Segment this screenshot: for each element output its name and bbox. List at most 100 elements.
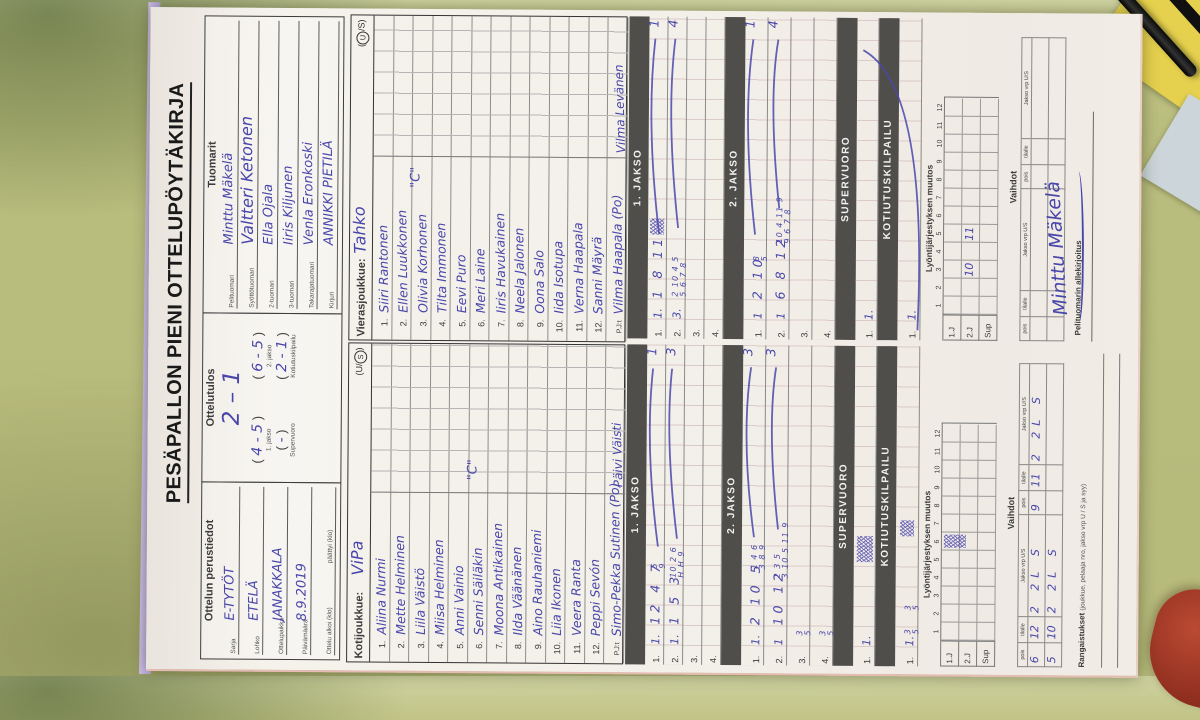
perustiedot-header: Ottelun perustiedot [203, 519, 217, 622]
muutos-col-number: 6 [933, 539, 941, 544]
roster-home-table: Kotijoukkue: ViPa (U/S) 1. Aliina Nurmi 2. Met… [346, 342, 626, 665]
section-bar: 2. JAKSO [721, 345, 744, 666]
vaihdot-col-label: Jakso vrp U/S [1020, 37, 1033, 140]
tuomari-row: Kirjuri ANNIKKI PIETILÄ [317, 21, 340, 310]
sub-number-handwritten: 1. [749, 634, 763, 646]
player-name-handwritten: Mette Helminen [391, 534, 409, 635]
row-number: 1. [907, 330, 918, 339]
roster-row: 3. Olivia Korhonen "C" [408, 15, 434, 340]
muutos-cell [977, 604, 996, 623]
field-label: Takarajatuomari [308, 261, 316, 309]
vaihdot-col-label: Jakso vrp U/S [1018, 363, 1031, 466]
us-circled-letter: S [354, 350, 368, 364]
us-columns [507, 344, 529, 494]
us-header: (U/S) [354, 347, 368, 376]
pj-row: P.J:t Simo-Pekka Sutinen (Po) Päivi Väisti [604, 345, 626, 664]
vaihdot-value-handwritten: 2 2L S [1029, 391, 1043, 462]
muutos-corner [935, 315, 942, 341]
roster-row: 5. Anni Vainio [448, 344, 470, 663]
us-columns [490, 16, 512, 158]
score-row: 4. [704, 16, 726, 340]
field-label: Kirjuri [328, 291, 336, 309]
score-row: 1. 1. [853, 345, 878, 667]
tuomari-row: 3-tuomari Iiris Kiljunen [277, 20, 300, 310]
score-row: 4. [812, 17, 838, 340]
roster-row: 10. Liia Ikonen [545, 344, 568, 663]
team-name-handwritten: Tahko [349, 206, 370, 254]
sub-number-handwritten: 1. [860, 635, 874, 647]
muutos-col-number: 1 [933, 629, 941, 634]
us-columns [527, 344, 548, 494]
row-number: 2. [774, 655, 785, 664]
muutos-cell [959, 604, 978, 623]
final-score-handwritten: 2 – 1 [218, 369, 246, 426]
row-total-handwritten: 3 [663, 347, 679, 356]
vaihdot-value-handwritten: 6 [1028, 656, 1042, 664]
muutos-cell [979, 278, 998, 297]
player-name-handwritten: Siiri Rantonen [374, 224, 391, 313]
us-columns [393, 15, 414, 157]
score-pair-label: Supervuoro [289, 423, 297, 457]
muutos-cell [942, 442, 961, 461]
team-label: Kotijoukkue: [353, 591, 366, 659]
muutos-col-number: 8 [934, 503, 942, 508]
paren: ( [273, 442, 289, 451]
us-columns [412, 15, 434, 157]
ruled-line [1102, 353, 1121, 668]
vaihdot-cell: 10 [1045, 617, 1063, 644]
roster-row: 10. Iida Isotupa [547, 16, 570, 341]
player-name-handwritten: Senni Säiläkin [469, 547, 487, 636]
muutos-grid: 1.J 2.J Sup [940, 422, 997, 667]
player-name-handwritten: Peppi Sevón [586, 558, 604, 637]
player-number: 11. [573, 319, 584, 332]
player-name-handwritten: Moona Antikainen [489, 522, 506, 636]
field-label: Ottelu alkoi (klo) [326, 607, 334, 655]
roster-row: 3. Liila Väistö [409, 343, 431, 662]
vaihdot-cell [1046, 363, 1065, 466]
us-columns [390, 343, 412, 493]
muutos-grid: 1.J 2.J 10 11 Sup [942, 96, 1000, 341]
vaihdot-cell: 2 2L S [1045, 515, 1064, 618]
row-number: 4. [710, 329, 721, 338]
muutos-row-label: Sup [977, 640, 996, 667]
score-row: 3. [685, 16, 707, 339]
vaihdot-cell: 11 [1029, 465, 1047, 492]
paren: ) [273, 429, 289, 438]
muutos-cell [962, 134, 981, 153]
muutos-cell [944, 188, 963, 207]
muutos-cell [944, 134, 963, 153]
scribble-mark [943, 534, 966, 548]
muutos-cell [941, 622, 960, 641]
us-columns [471, 16, 492, 158]
player-number: 6. [476, 319, 487, 327]
muutos-cell [960, 442, 979, 461]
muutos-cell [977, 568, 996, 587]
roster-row: 8. Ilda Väänänen [506, 344, 529, 663]
roster-row: 4. Miisa Helminen [428, 343, 451, 663]
captain-mark-handwritten: "C" [464, 459, 480, 481]
us-columns [510, 16, 531, 158]
tuomari-row: Takarajatuomari Venla Eronkoski [297, 21, 320, 310]
scribble-mark [899, 520, 915, 537]
player-number: 7. [493, 641, 504, 650]
vaihdot-cell: 12 [1028, 617, 1046, 644]
player-number: 9. [532, 641, 543, 650]
field-label: 3-tuomari [288, 280, 296, 309]
player-name-handwritten: Ellen Luukkonen [394, 209, 411, 313]
player-name-handwritten: Neela Jalonen [511, 227, 528, 314]
muutos-cell [960, 478, 979, 497]
section-bar: SUPERVUORO [833, 345, 856, 666]
pj-label: P.J:t [615, 320, 623, 334]
muutos-row: Sup [979, 98, 1000, 341]
vaihdot-cell: 5 [1045, 643, 1063, 668]
muutos-cell [960, 460, 979, 479]
roster-row: 7. Iiris Havukainen [489, 16, 512, 341]
